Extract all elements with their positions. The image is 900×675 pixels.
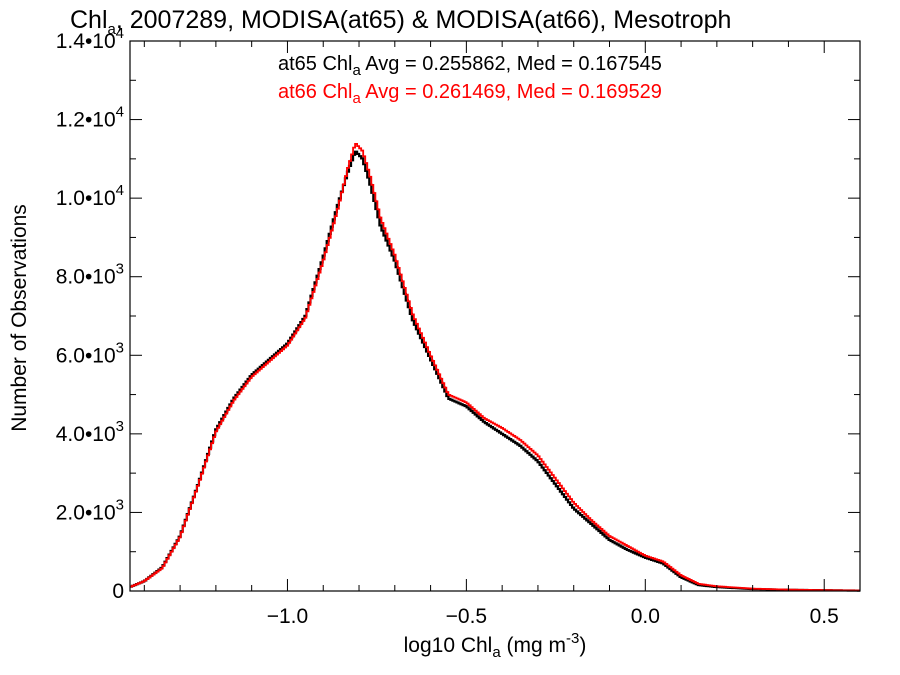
- y-tick-label: 1.2•104: [56, 104, 124, 132]
- x-tick-label: −0.5: [446, 605, 487, 628]
- y-tick-label: 0: [112, 580, 124, 603]
- x-tick-label: 0.5: [810, 605, 839, 628]
- y-axis: 0 2.0•103 4.0•103 6.0•103 8.0•103 1.0•104 1.2•…: [56, 25, 860, 603]
- x-tick-label: 0.0: [631, 605, 660, 628]
- series-line-1: [130, 150, 860, 592]
- series-layer: [130, 142, 860, 592]
- chart-title-text: Chla, 2007289, MODISA(at65) & MODISA(at6…: [70, 6, 731, 38]
- plot-frame: [129, 40, 861, 592]
- y-axis-title: Number of Observations: [8, 204, 31, 432]
- y-tick-label: 6.0•103: [56, 339, 124, 367]
- stats-line-1: at65 Chla Avg = 0.255862, Med = 0.167545: [278, 53, 662, 79]
- x-axis-title-text: log10 Chla (mg m-3): [404, 630, 587, 661]
- chart-title: Chla, 2007289, MODISA(at65) & MODISA(at6…: [70, 6, 731, 38]
- y-tick-label: 1.4•104: [56, 25, 124, 53]
- series-line-2: [130, 142, 860, 592]
- x-tick-label: −1.0: [267, 605, 308, 628]
- y-tick-label: 2.0•103: [56, 496, 124, 524]
- y-tick-label: 4.0•103: [56, 418, 124, 446]
- x-axis: −1.0 −0.5 0.0 0.5: [143, 41, 861, 628]
- y-tick-label: 8.0•103: [56, 261, 124, 289]
- y-tick-label: 1.0•104: [56, 182, 124, 210]
- stats-legend: at65 Chla Avg = 0.255862, Med = 0.167545…: [278, 53, 662, 107]
- stats-line-2: at66 Chla Avg = 0.261469, Med = 0.169529: [278, 81, 662, 107]
- x-axis-title: log10 Chla (mg m-3): [404, 630, 587, 661]
- y-axis-title-text: Number of Observations: [8, 204, 31, 432]
